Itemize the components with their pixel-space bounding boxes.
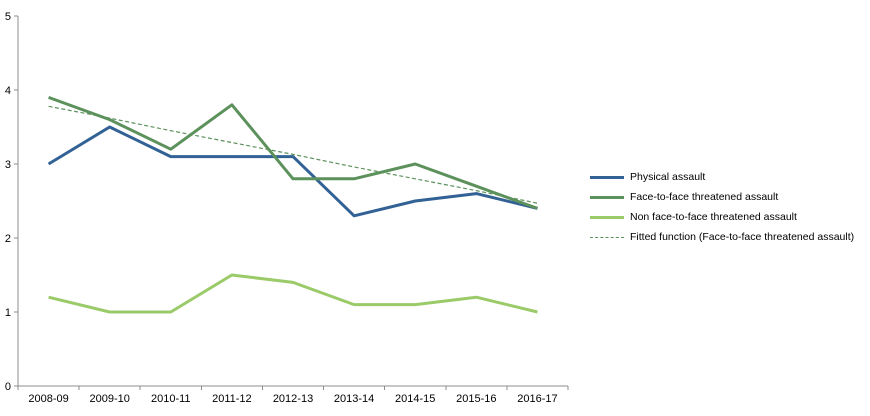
y-tick-label: 5	[5, 11, 11, 23]
x-tick-label: 2010-11	[151, 393, 191, 405]
legend-label: Fitted function (Face-to-face threatened…	[630, 231, 855, 243]
series-line-fitted-function-face-to-face-threatened-assault	[48, 105, 538, 204]
x-tick-label: 2013-14	[334, 393, 374, 405]
legend-item-fitted-function-face-to-face-threatened-assault: Fitted function (Face-to-face threatened…	[590, 231, 854, 244]
x-tick-label: 2009-10	[89, 393, 129, 405]
y-tick-label: 1	[5, 307, 11, 319]
x-tick-label: 2016-17	[517, 393, 557, 405]
legend-item-face-to-face-threatened-assault: Face-to-face threatened assault	[590, 191, 854, 204]
legend: Physical assault Face-to-face threatened …	[590, 171, 854, 244]
y-tick-label: 4	[5, 85, 11, 97]
legend-item-physical-assault: Physical assault	[590, 171, 854, 184]
x-tick-label: 2015-16	[456, 393, 496, 405]
legend-line-swatch	[590, 196, 624, 199]
x-tick-label: 2011-12	[212, 393, 252, 405]
legend-line-swatch	[590, 176, 624, 179]
legend-label: Non face-to-face threatened assault	[630, 211, 797, 223]
legend-label: Face-to-face threatened assault	[630, 191, 779, 203]
series-line-face-to-face-threatened-assault	[48, 95, 538, 210]
series-line-physical-assault	[47, 125, 538, 218]
x-tick-label: 2014-15	[395, 393, 435, 405]
y-tick-label: 2	[5, 233, 11, 245]
legend-label: Physical assault	[630, 171, 706, 183]
legend-line-swatch	[590, 216, 624, 219]
y-tick-label: 3	[5, 159, 11, 171]
legend-item-non-face-to-face-threatened-assault: Non face-to-face threatened assault	[590, 211, 854, 224]
series-line-non-face-to-face-threatened-assault	[48, 273, 538, 314]
x-tick-label: 2012-13	[273, 393, 313, 405]
y-tick-label: 0	[5, 381, 11, 393]
legend-dashed-line-swatch	[590, 237, 624, 238]
x-tick-label: 2008-09	[28, 393, 68, 405]
